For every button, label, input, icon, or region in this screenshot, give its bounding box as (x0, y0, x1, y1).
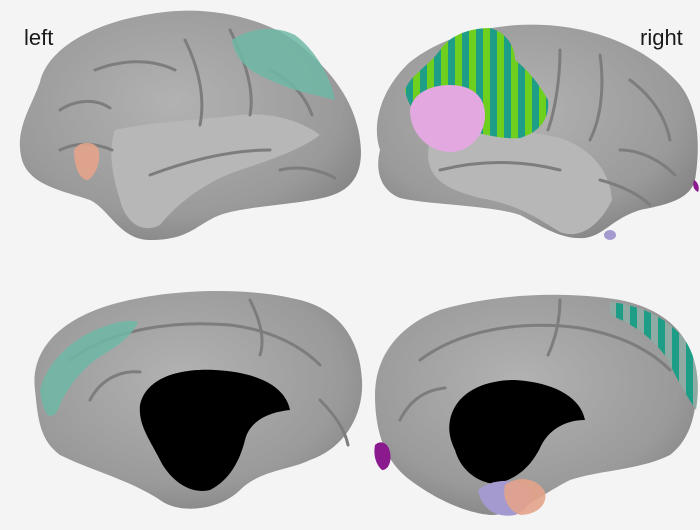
right-medial-ventricle (449, 380, 585, 484)
right-medial-sulci (398, 298, 672, 422)
left-lateral-salmon-region (74, 142, 100, 180)
right-lateral-lavender-region (604, 230, 616, 240)
right-medial-salmon-region (504, 479, 546, 515)
left-lateral-teal-region (232, 28, 335, 100)
right-temporal-lobe (428, 131, 612, 235)
left-medial-view (34, 290, 363, 509)
left-medial-ventricle (139, 369, 290, 491)
left-temporal-lobe (111, 114, 320, 229)
left-lateral-view (19, 10, 361, 240)
right-medial-striped-region (610, 302, 698, 410)
right-medial-purple-region (374, 442, 391, 470)
right-lateral-sulci (438, 48, 677, 207)
right-lateral-purple-edge (693, 180, 699, 192)
right-medial-view (374, 294, 698, 516)
left-hemisphere-label: left (24, 25, 54, 50)
left-medial-teal-region (40, 320, 138, 416)
right-hemisphere-label: right (640, 25, 683, 50)
right-lateral-pink-region (410, 85, 485, 152)
right-lateral-view (376, 24, 699, 240)
